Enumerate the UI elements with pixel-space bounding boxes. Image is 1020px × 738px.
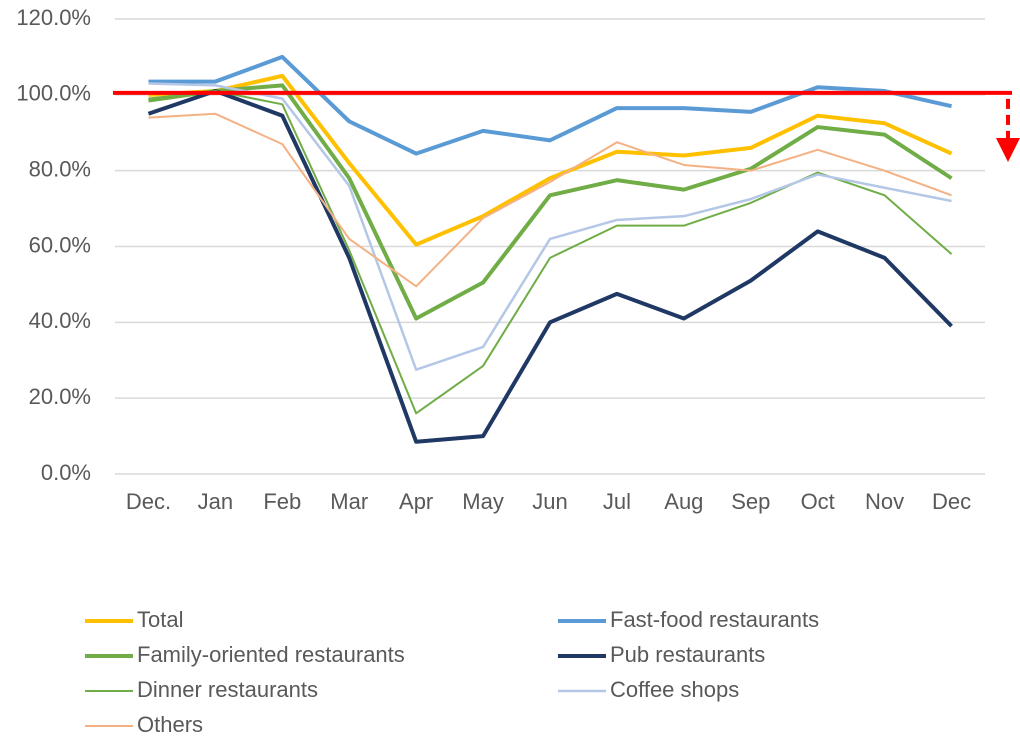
x-tick-label: Jun: [532, 489, 567, 514]
series-line: [147, 89, 953, 444]
x-tick-label: Jul: [603, 489, 631, 514]
x-tick-label: Mar: [330, 489, 368, 514]
y-tick-label: 40.0%: [29, 308, 91, 333]
y-tick-label: 20.0%: [29, 384, 91, 409]
x-tick-label: Dec.: [126, 489, 171, 514]
series-line: [148, 90, 953, 415]
series-line: [148, 54, 952, 156]
x-tick-label: Feb: [263, 489, 301, 514]
x-tick-label: Dec: [932, 489, 971, 514]
legend-label: Dinner restaurants: [137, 677, 318, 702]
x-tick-label: Jan: [198, 489, 233, 514]
x-tick-label: Aug: [664, 489, 703, 514]
legend-label: Fast-food restaurants: [610, 607, 819, 632]
x-tick-label: Apr: [399, 489, 433, 514]
legend-label: Family-oriented restaurants: [137, 642, 405, 667]
x-tick-label: May: [462, 489, 504, 514]
series-line: [148, 83, 953, 321]
legend-label: Others: [137, 712, 203, 737]
y-tick-label: 80.0%: [29, 156, 91, 181]
y-tick-label: 0.0%: [41, 460, 91, 485]
x-tick-label: Oct: [801, 489, 835, 514]
series-line: [148, 82, 952, 371]
legend-label: Pub restaurants: [610, 642, 765, 667]
legend-label: Total: [137, 607, 183, 632]
x-tick-label: Nov: [865, 489, 904, 514]
y-tick-label: 60.0%: [29, 232, 91, 257]
series-line: [148, 73, 953, 247]
y-tick-label: 120.0%: [16, 5, 91, 30]
legend-label: Coffee shops: [610, 677, 739, 702]
y-tick-label: 100.0%: [16, 81, 91, 106]
series-line: [148, 112, 952, 288]
x-tick-label: Sep: [731, 489, 770, 514]
